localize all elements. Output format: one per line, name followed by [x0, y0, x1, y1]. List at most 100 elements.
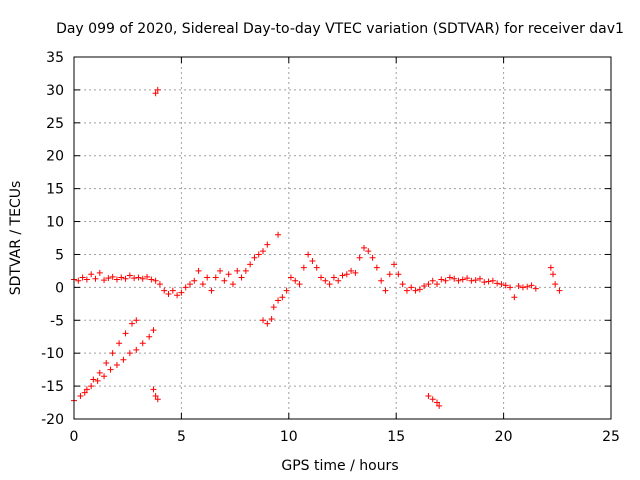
x-tick-label: 20	[495, 429, 513, 445]
data-point	[279, 294, 286, 301]
data-point	[382, 287, 389, 294]
data-point	[494, 280, 501, 287]
data-points	[71, 86, 563, 409]
data-point	[386, 271, 393, 278]
data-point	[459, 276, 466, 283]
data-point	[126, 272, 133, 279]
data-point	[139, 275, 146, 282]
data-point	[547, 264, 554, 271]
y-tick-label: -10	[41, 346, 64, 362]
data-point	[221, 277, 228, 284]
data-point	[199, 281, 206, 288]
y-axis-title: SDTVAR / TECUs	[8, 181, 24, 296]
data-point	[113, 276, 120, 283]
data-point	[378, 277, 385, 284]
grid	[74, 57, 611, 419]
data-point	[122, 275, 129, 282]
data-point	[251, 254, 258, 261]
data-point	[122, 330, 129, 337]
data-point	[260, 248, 267, 255]
data-point	[264, 320, 271, 327]
data-point	[83, 386, 90, 393]
data-point	[296, 281, 303, 288]
data-point	[395, 271, 402, 278]
data-point	[313, 264, 320, 271]
data-point	[468, 277, 475, 284]
data-point	[174, 292, 181, 299]
data-point	[485, 278, 492, 285]
data-point	[109, 350, 116, 357]
data-point	[498, 281, 505, 288]
data-point	[152, 392, 159, 399]
x-tick-label: 10	[280, 429, 298, 445]
data-point	[429, 396, 436, 403]
data-point	[255, 251, 262, 258]
data-point	[403, 287, 410, 294]
data-point	[238, 274, 245, 281]
data-point	[339, 272, 346, 279]
data-point	[300, 264, 307, 271]
data-point	[270, 304, 277, 311]
data-point	[182, 284, 189, 291]
data-point	[264, 241, 271, 248]
data-point	[229, 281, 236, 288]
data-point	[416, 286, 423, 293]
data-point	[408, 284, 415, 291]
data-point	[75, 277, 82, 284]
data-point	[165, 290, 172, 297]
data-point	[212, 274, 219, 281]
data-point	[152, 90, 159, 97]
data-point	[352, 269, 359, 276]
data-point	[275, 231, 282, 238]
data-point	[208, 287, 215, 294]
data-point	[391, 261, 398, 268]
data-point	[283, 287, 290, 294]
y-tick-label: 35	[46, 50, 64, 66]
data-point	[150, 386, 157, 393]
y-tick-label: 30	[46, 83, 64, 99]
data-point	[515, 283, 522, 290]
data-point	[131, 275, 138, 282]
data-point	[90, 376, 97, 383]
data-point	[519, 284, 526, 291]
data-point	[178, 289, 185, 296]
data-point	[438, 276, 445, 283]
data-point	[260, 317, 267, 324]
x-tick-label: 0	[70, 429, 79, 445]
y-tick-label: 10	[46, 215, 64, 231]
data-point	[451, 275, 458, 282]
data-point	[88, 271, 95, 278]
data-point	[365, 248, 372, 255]
data-point	[81, 389, 88, 396]
data-point	[524, 283, 531, 290]
x-axis-tick-labels: 0 5 10 15 20 25	[70, 429, 620, 445]
data-point	[421, 283, 428, 290]
data-point	[511, 294, 518, 301]
x-tick-label: 25	[602, 429, 620, 445]
data-point	[144, 273, 151, 280]
data-point	[481, 279, 488, 286]
data-point	[120, 356, 127, 363]
y-tick-label: 0	[55, 280, 64, 296]
data-point	[305, 251, 312, 258]
plot-frame	[73, 56, 612, 420]
data-point	[116, 340, 123, 347]
data-point	[326, 281, 333, 288]
data-point	[399, 281, 406, 288]
data-point	[150, 327, 157, 334]
data-point	[234, 267, 241, 274]
data-point	[502, 282, 509, 289]
data-point	[373, 264, 380, 271]
data-point	[152, 277, 159, 284]
data-point	[507, 284, 514, 291]
data-point	[133, 317, 140, 324]
y-tick-label: 25	[46, 116, 64, 132]
data-point	[309, 258, 316, 265]
data-point	[88, 383, 95, 390]
data-point	[369, 254, 376, 261]
data-point	[335, 277, 342, 284]
data-point	[154, 396, 161, 403]
data-point	[105, 275, 112, 282]
data-point	[225, 271, 232, 278]
